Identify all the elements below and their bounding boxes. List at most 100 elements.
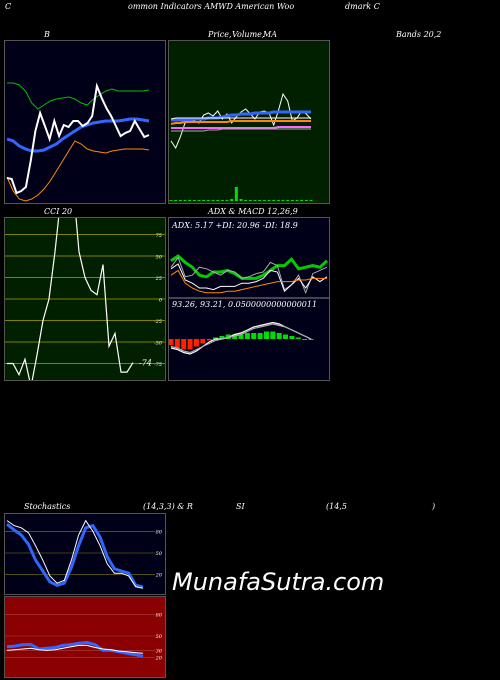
rsi-panel: 80 50 30 20 (4, 596, 166, 678)
stoch-series-1 (6, 519, 144, 589)
macd-histogram-bar (251, 333, 257, 339)
header-c: C (5, 2, 12, 11)
macd-histogram-bar (302, 339, 308, 340)
volume-bar (192, 200, 196, 201)
macd-histogram-bar (289, 336, 295, 339)
macd-histogram-bar (174, 339, 180, 348)
volume-bar (216, 200, 220, 201)
volume-bar (290, 200, 294, 201)
price-series-2 (170, 120, 311, 125)
volume-bar (206, 200, 210, 201)
stochastics-params: (14,3,3) & R (143, 502, 193, 511)
price-series-1 (171, 110, 311, 122)
header-title-end: dmark C (345, 2, 380, 11)
cci-tick-label: -75 (154, 362, 162, 368)
rsi-tick-label: 80 (156, 612, 163, 618)
volume-bar (202, 200, 206, 201)
stoch-tick-label: 20 (155, 573, 163, 579)
bollinger-series-3 (6, 82, 150, 195)
stoch-tick-label: 50 (156, 551, 163, 557)
macd-series-1 (170, 323, 312, 354)
macd-histogram-bar (232, 334, 238, 339)
volume-bar (169, 200, 173, 201)
volume-bar (300, 200, 304, 201)
adx-series-0 (170, 254, 329, 280)
cci-title: CCI 20 (44, 207, 73, 216)
adx-macd-chart (169, 254, 329, 355)
rsi-title: SI (236, 502, 245, 511)
macd-histogram-bar (200, 339, 206, 344)
macd-histogram-bar (295, 337, 301, 339)
volume-bar (188, 200, 192, 201)
rsi-tick-label: 20 (155, 656, 163, 662)
stoch-series-0 (6, 523, 144, 589)
rsi-tick-label: 30 (156, 648, 163, 654)
macd-histogram-bar (276, 333, 282, 339)
volume-bar (281, 200, 285, 201)
macd-histogram-bar (213, 337, 219, 339)
price-chart (169, 92, 313, 201)
volume-bar (309, 200, 313, 201)
price-title-price: Price, (208, 30, 232, 39)
cci-tick-label: 0 (159, 298, 163, 304)
volume-bar (267, 200, 271, 201)
rsi-chart: 80 50 30 20 (5, 612, 163, 662)
cci-line (7, 218, 134, 380)
volume-bar (174, 200, 178, 201)
macd-histogram-bar (283, 334, 289, 339)
rsi-params: (14,5 (326, 502, 347, 511)
adx-series-3 (170, 269, 327, 294)
bands-title-b: B (44, 30, 50, 39)
cci-tick-label: 25 (155, 276, 162, 282)
bollinger-series-0 (7, 82, 150, 110)
volume-bar (234, 187, 238, 201)
macd-histogram-bar (169, 339, 174, 345)
price-series-3 (170, 117, 311, 120)
volume-bar (262, 200, 266, 201)
volume-bar (225, 200, 229, 201)
bollinger-panel (4, 40, 166, 204)
adx-macd-title: ADX & MACD 12,26,9 (208, 207, 298, 216)
macd-histogram-bar (270, 331, 276, 339)
volume-bar (211, 200, 215, 201)
stochastics-chart: 80 50 20 (5, 519, 163, 589)
cci-tick-label: -50 (154, 341, 163, 347)
adx-label: ADX: 5.17 +DI: 20.96 -DI: 18.9 (172, 221, 298, 230)
macd-histogram-bar (206, 339, 212, 341)
volume-bar (258, 200, 262, 201)
adx-series-2 (170, 263, 328, 293)
volume-bar (239, 199, 243, 201)
volume-bar (253, 200, 257, 201)
macd-histogram-bar (181, 339, 187, 350)
cci-panel: 1751501251007550250-25-50-75-100-125-150… (4, 217, 166, 381)
rsi-params-close: ) (432, 502, 436, 511)
price-series-4 (171, 126, 311, 129)
rsi-tick-label: 50 (156, 634, 163, 640)
rsi-series-0 (6, 640, 144, 658)
bollinger-series-2 (6, 140, 150, 202)
volume-bar (248, 200, 252, 201)
bollinger-series-1 (6, 117, 150, 153)
volume-bar (295, 200, 299, 201)
macd-histogram-bar (193, 339, 199, 347)
volume-bar (178, 200, 182, 201)
price-panel (168, 40, 330, 204)
rsi-series-1 (6, 644, 144, 654)
header-title: ommon Indicators AMWD American Woo (128, 2, 295, 11)
cci-tick-label: 75 (156, 233, 162, 239)
macd-histogram-bar (308, 339, 314, 340)
volume-bar (304, 200, 308, 201)
macd-histogram-bar (238, 334, 244, 339)
cci-value-label: -74 (139, 359, 152, 368)
volume-bar (276, 200, 280, 201)
price-title-ma: MA (263, 30, 277, 39)
bollinger-chart (6, 82, 150, 202)
watermark: MunafaSutra.com (172, 568, 385, 596)
stochastics-title: Stochastics (24, 502, 71, 511)
macd-histogram-bar (263, 331, 269, 339)
volume-bar (272, 200, 276, 201)
macd-histogram-bar (257, 333, 263, 339)
adx-macd-panel: ADX: 5.17 +DI: 20.96 -DI: 18.9 93.26, 93… (168, 217, 330, 381)
macd-histogram-bar (219, 336, 225, 339)
stochastics-panel: 80 50 20 (4, 513, 166, 595)
